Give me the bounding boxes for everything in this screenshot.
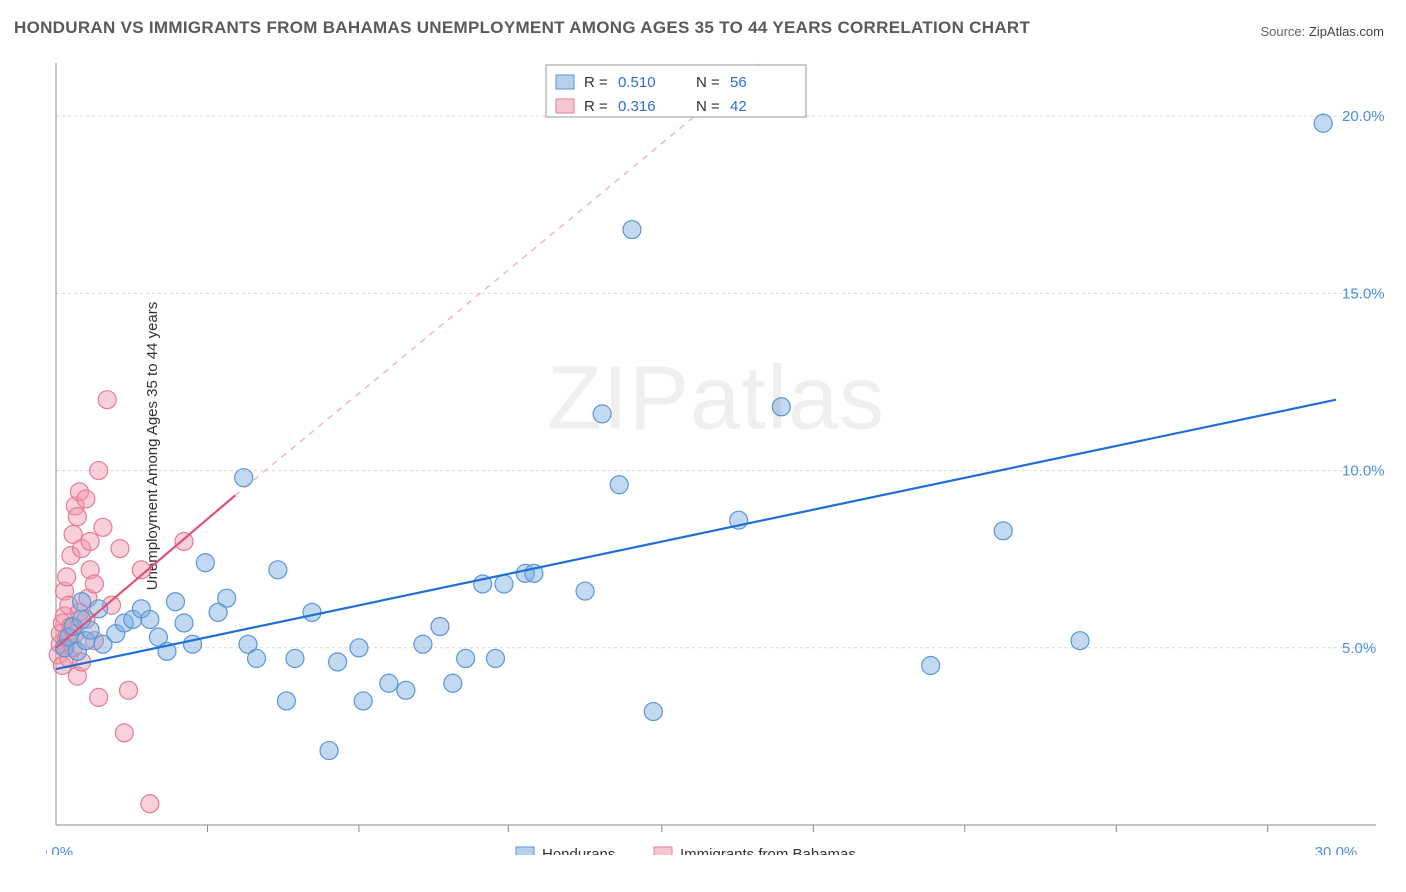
- svg-text:N =: N =: [696, 98, 720, 115]
- source-attribution: Source: ZipAtlas.com: [1260, 24, 1384, 39]
- svg-text:5.0%: 5.0%: [1342, 640, 1376, 657]
- svg-text:R =: R =: [584, 98, 608, 115]
- scatter-chart-svg: 5.0% 10.0% 15.0% 20.0% 0.0% 30.0% R = 0.510 N = 5…: [46, 55, 1386, 855]
- chart-title: HONDURAN VS IMMIGRANTS FROM BAHAMAS UNEM…: [14, 18, 1030, 38]
- svg-text:20.0%: 20.0%: [1342, 108, 1385, 125]
- svg-text:15.0%: 15.0%: [1342, 285, 1385, 302]
- svg-text:Hondurans: Hondurans: [542, 846, 615, 855]
- svg-text:56: 56: [730, 74, 747, 91]
- svg-text:Immigrants from Bahamas: Immigrants from Bahamas: [680, 846, 856, 855]
- svg-text:0.510: 0.510: [618, 74, 656, 91]
- svg-text:10.0%: 10.0%: [1342, 463, 1385, 480]
- svg-text:0.316: 0.316: [618, 98, 656, 115]
- svg-text:N =: N =: [696, 74, 720, 91]
- source-label: Source:: [1260, 24, 1308, 39]
- chart-container: HONDURAN VS IMMIGRANTS FROM BAHAMAS UNEM…: [0, 0, 1406, 892]
- svg-text:R =: R =: [584, 74, 608, 91]
- chart-area: ZIPatlas 5.0%10.0%15.0%20.0%0.0%30.0%R =…: [46, 55, 1386, 855]
- svg-text:0.0%: 0.0%: [46, 844, 73, 855]
- svg-text:30.0%: 30.0%: [1315, 844, 1358, 855]
- svg-text:42: 42: [730, 98, 747, 115]
- source-value: ZipAtlas.com: [1309, 24, 1384, 39]
